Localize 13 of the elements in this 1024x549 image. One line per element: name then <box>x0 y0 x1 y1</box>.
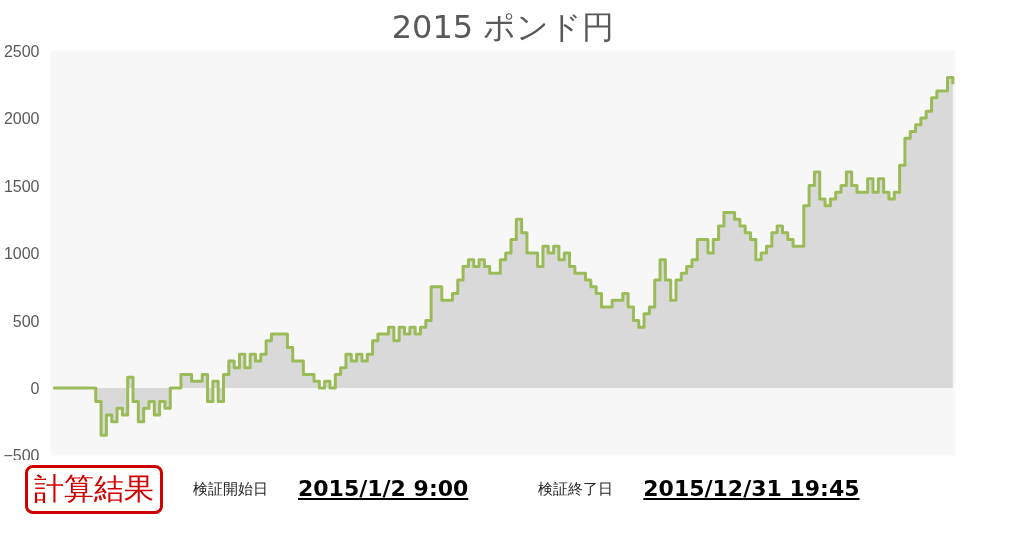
text: 2015/1/2 9:00 <box>298 475 469 503</box>
y-tick-label: 1500 <box>3 177 40 195</box>
y-tick-label: 2000 <box>3 110 40 127</box>
text: 検証終了日 <box>538 479 614 500</box>
y-tick-label: 500 <box>12 312 40 330</box>
text: 検証開始日 <box>193 479 268 500</box>
y-tick-label: 2500 <box>3 42 40 60</box>
text: 計算結果 <box>25 465 163 514</box>
y-tick-label: 1000 <box>3 245 40 262</box>
y-tick-label: −500 <box>3 446 40 464</box>
chart-title: 2015 ポンド円 <box>391 7 615 46</box>
text: 2015/12/31 19:45 <box>643 475 860 503</box>
y-tick-label: 0 <box>30 380 40 397</box>
